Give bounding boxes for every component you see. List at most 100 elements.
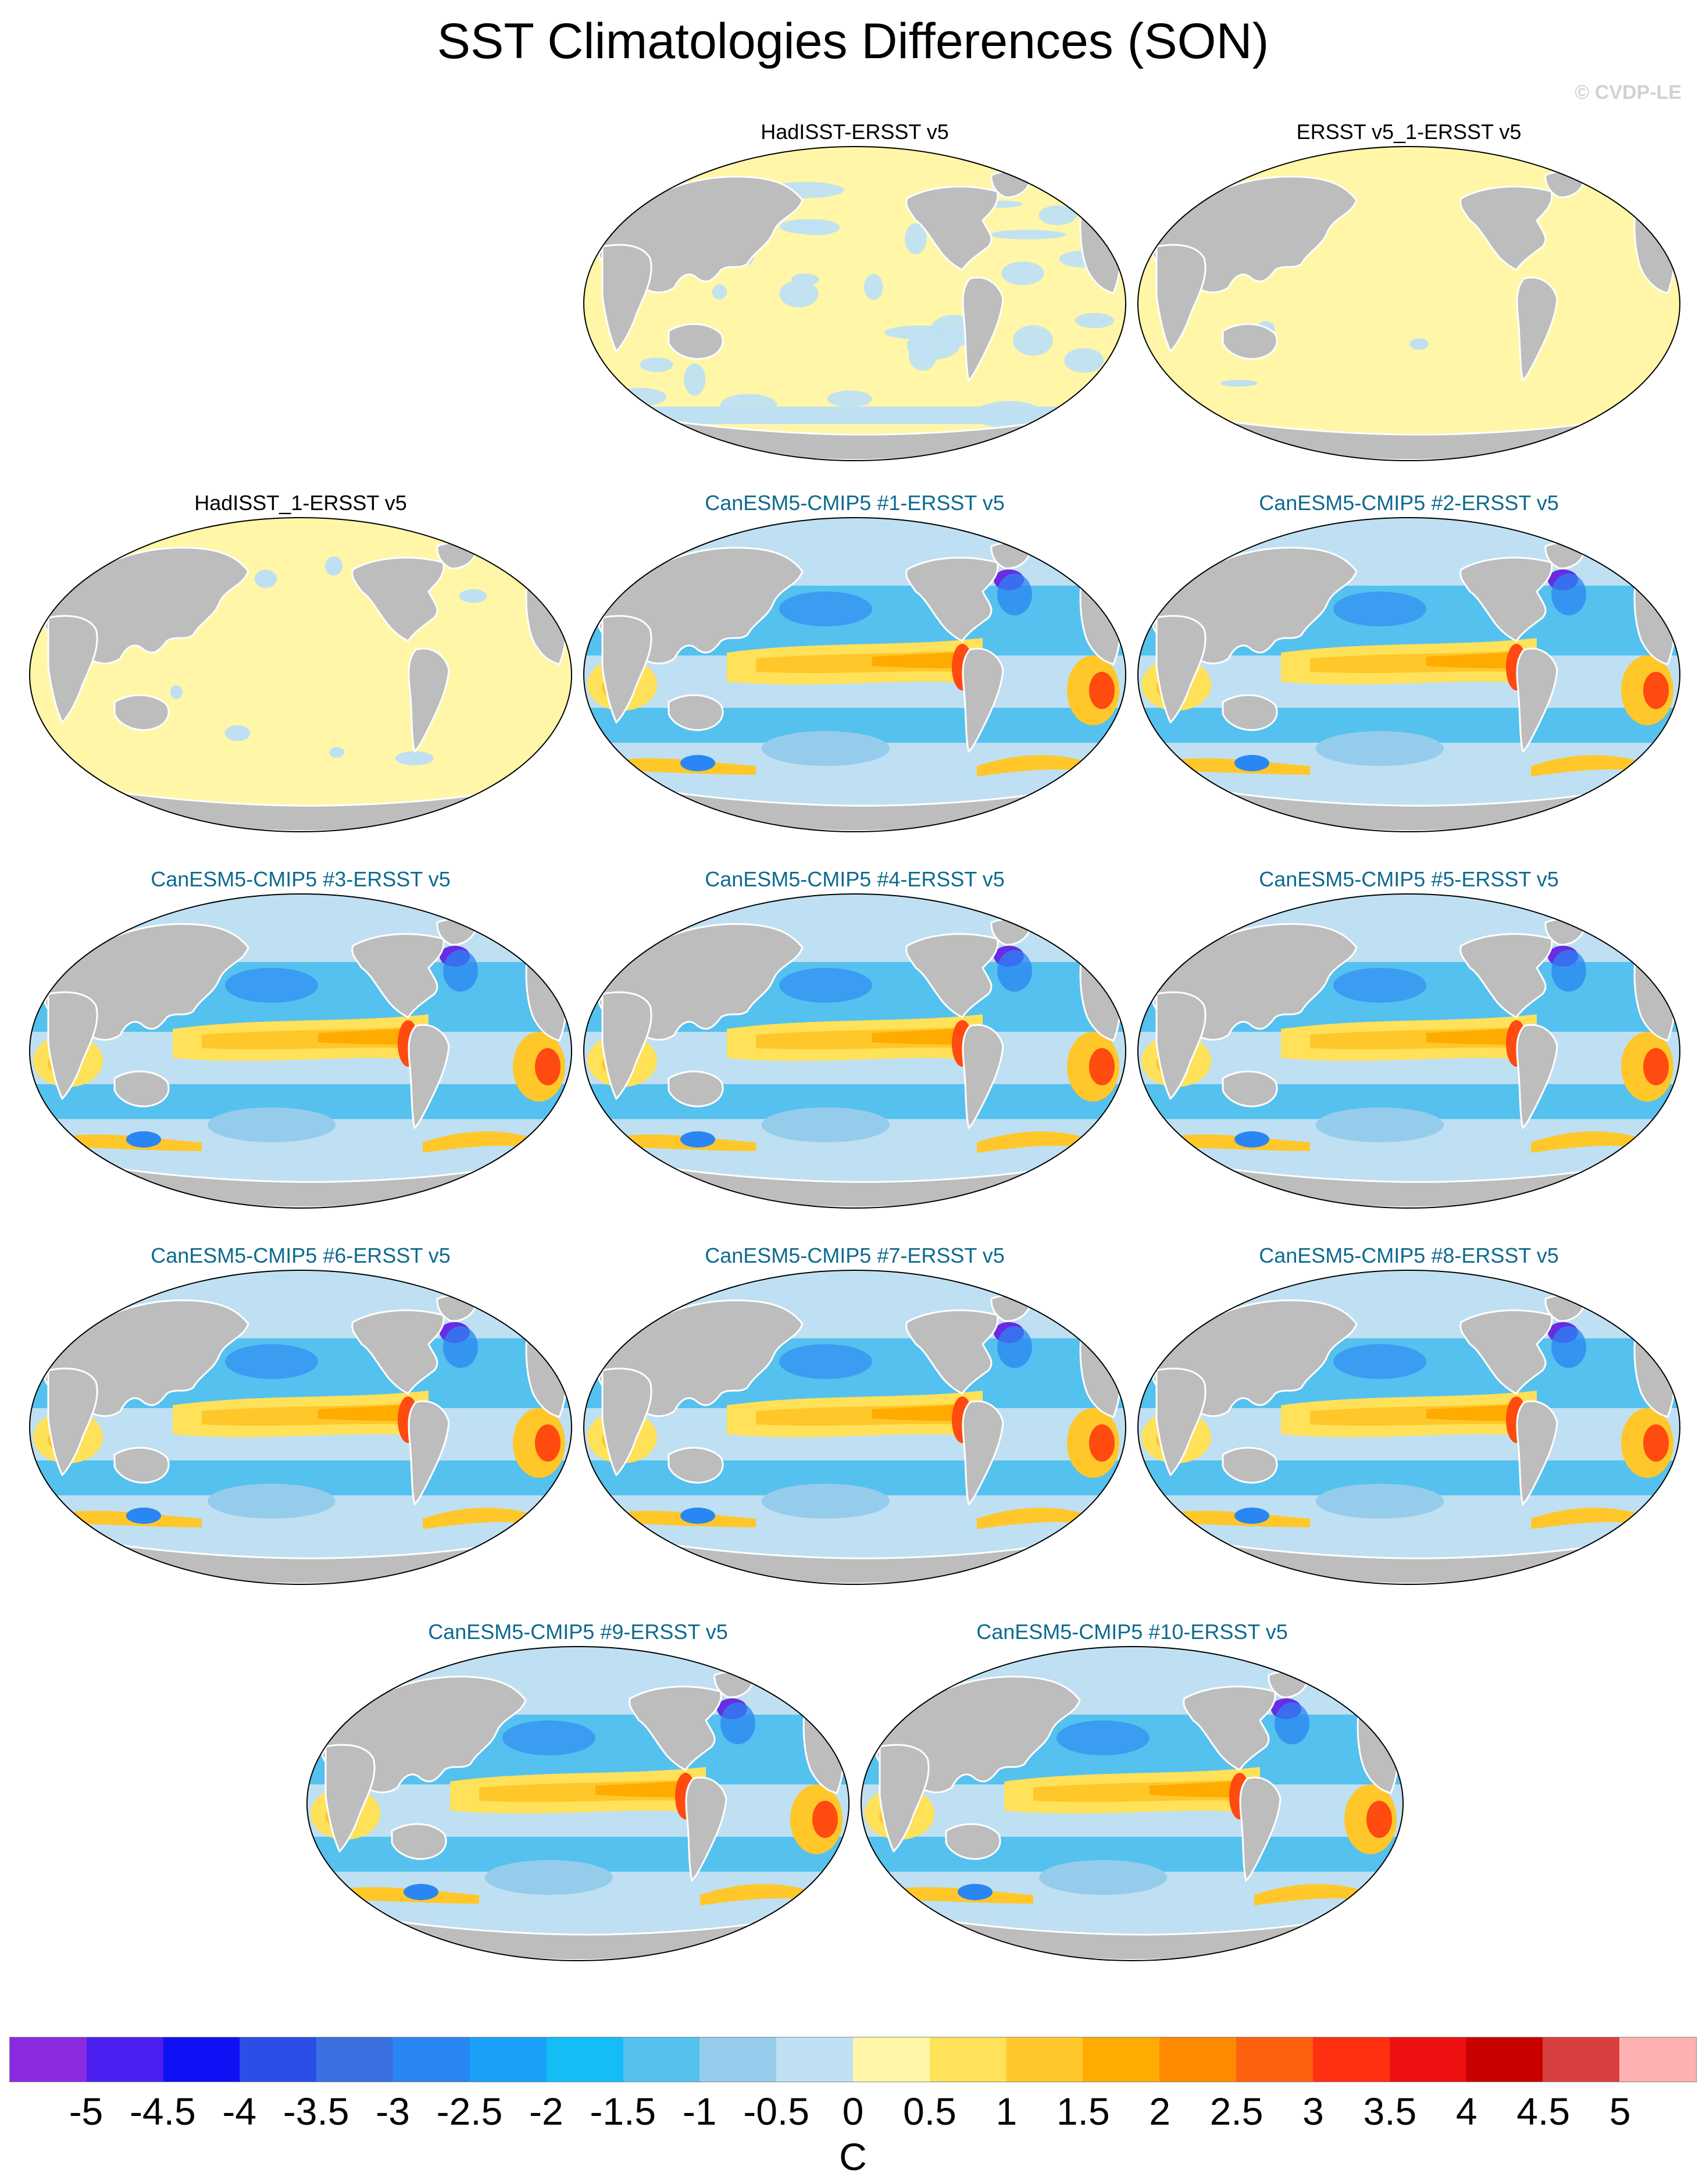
colorbar-tick-label: -2.5 <box>436 2090 503 2133</box>
colorbar-swatch <box>10 2037 87 2082</box>
map-panel: CanESM5-CMIP5 #3-ERSST v5 <box>27 867 574 1210</box>
colorbar-swatch <box>929 2037 1007 2082</box>
map-panel: CanESM5-CMIP5 #10-ERSST v5 <box>859 1619 1405 1962</box>
world-map <box>1137 893 1680 1209</box>
colorbar-tick-label: 5 <box>1609 2090 1631 2133</box>
world-map <box>583 517 1126 832</box>
panel-title: CanESM5-CMIP5 #8-ERSST v5 <box>1259 1244 1559 1267</box>
colorbar-tick-label: -4.5 <box>129 2090 196 2133</box>
world-map <box>306 1646 850 1961</box>
map-border <box>583 893 1126 1209</box>
panel-title: HadISST_1-ERSST v5 <box>194 491 407 515</box>
map-panel: CanESM5-CMIP5 #6-ERSST v5 <box>27 1243 574 1586</box>
map-panel: CanESM5-CMIP5 #9-ERSST v5 <box>305 1619 851 1962</box>
panel-title: CanESM5-CMIP5 #9-ERSST v5 <box>428 1620 728 1644</box>
colorbar-tick-label: 2.5 <box>1209 2090 1264 2133</box>
panel-title: HadISST-ERSST v5 <box>761 120 949 144</box>
credit-label: © CVDP-LE <box>1575 81 1682 104</box>
colorbar-swatch <box>852 2037 930 2082</box>
map-panel: ERSST v5_1-ERSST v5 <box>1136 119 1682 462</box>
colorbar-swatch <box>163 2037 240 2082</box>
world-map <box>583 1270 1126 1585</box>
colorbar-tick-label: 0.5 <box>903 2090 956 2133</box>
map-border <box>29 1270 572 1585</box>
map-border <box>29 893 572 1209</box>
figure-title: SST Climatologies Differences (SON) <box>437 13 1269 69</box>
colorbar-ticks: -5 -4.5 -4 -3.5 -3 -2.5 -2 -1.5 -1 -0.5 0 0.5 1 1.5 2 2… <box>9 2089 1697 2136</box>
map-panel: CanESM5-CMIP5 #4-ERSST v5 <box>581 867 1128 1210</box>
map-panel: CanESM5-CMIP5 #5-ERSST v5 <box>1136 867 1682 1210</box>
panel-title: CanESM5-CMIP5 #1-ERSST v5 <box>705 491 1005 515</box>
colorbar-tick-label: 0 <box>842 2090 864 2133</box>
colorbar-swatch <box>1389 2037 1466 2082</box>
map-border <box>29 517 572 832</box>
colorbar-tick-label: -1 <box>682 2090 717 2133</box>
panel-title: CanESM5-CMIP5 #6-ERSST v5 <box>151 1244 451 1267</box>
colorbar-tick-label: -2 <box>529 2090 563 2133</box>
world-map <box>583 893 1126 1209</box>
map-border <box>1137 1270 1680 1585</box>
colorbar-tick-label: -5 <box>69 2090 103 2133</box>
map-panel: HadISST_1-ERSST v5 <box>27 490 574 833</box>
colorbar-tick-label: 4 <box>1455 2090 1477 2133</box>
panel-title: CanESM5-CMIP5 #4-ERSST v5 <box>705 867 1005 891</box>
colorbar-tick-label: 4.5 <box>1516 2090 1571 2133</box>
colorbar-tick-label: -3.5 <box>283 2090 349 2133</box>
colorbar-swatch <box>1619 2037 1696 2082</box>
colorbar-swatch <box>546 2037 623 2082</box>
colorbar-swatch <box>1006 2037 1083 2082</box>
map-border <box>583 146 1126 461</box>
colorbar-swatch <box>776 2037 853 2082</box>
world-map <box>1137 1270 1680 1585</box>
colorbar <box>9 2037 1697 2082</box>
panel-title: CanESM5-CMIP5 #3-ERSST v5 <box>151 867 451 891</box>
map-border <box>861 1646 1404 1961</box>
colorbar-swatch <box>1159 2037 1236 2082</box>
colorbar-tick-label: 1 <box>995 2090 1018 2133</box>
map-panel: CanESM5-CMIP5 #8-ERSST v5 <box>1136 1243 1682 1586</box>
colorbar-swatch <box>1236 2037 1313 2082</box>
world-map <box>29 1270 572 1585</box>
panel-title: CanESM5-CMIP5 #7-ERSST v5 <box>705 1244 1005 1267</box>
colorbar-swatch <box>1543 2037 1620 2082</box>
map-panel: CanESM5-CMIP5 #7-ERSST v5 <box>581 1243 1128 1586</box>
map-border <box>1137 146 1680 461</box>
colorbar-tick-label: -1.5 <box>590 2090 656 2133</box>
colorbar-swatch <box>393 2037 470 2082</box>
panel-title: CanESM5-CMIP5 #2-ERSST v5 <box>1259 491 1559 515</box>
map-panel: CanESM5-CMIP5 #2-ERSST v5 <box>1136 490 1682 833</box>
colorbar-swatch <box>469 2037 547 2082</box>
colorbar-tick-label: -3 <box>376 2090 410 2133</box>
colorbar-swatch <box>1466 2037 1543 2082</box>
map-border <box>583 1270 1126 1585</box>
world-map <box>861 1646 1404 1961</box>
map-panel: HadISST-ERSST v5 <box>581 119 1128 462</box>
world-map <box>583 146 1126 461</box>
colorbar-tick-label: -0.5 <box>743 2090 809 2133</box>
world-map <box>1137 517 1680 832</box>
panel-title: CanESM5-CMIP5 #10-ERSST v5 <box>976 1620 1288 1644</box>
colorbar-swatch <box>699 2037 777 2082</box>
panel-title: ERSST v5_1-ERSST v5 <box>1296 120 1522 144</box>
colorbar-tick-label: 3.5 <box>1363 2090 1417 2133</box>
map-panel: CanESM5-CMIP5 #1-ERSST v5 <box>581 490 1128 833</box>
world-map <box>29 517 572 832</box>
colorbar-swatch <box>1312 2037 1390 2082</box>
colorbar-tick-label: 1.5 <box>1056 2090 1110 2133</box>
map-border <box>583 517 1126 832</box>
colorbar-tick-label: -4 <box>222 2090 257 2133</box>
colorbar-swatch <box>86 2037 163 2082</box>
land-mask <box>1152 170 1676 461</box>
panel-title: CanESM5-CMIP5 #5-ERSST v5 <box>1259 867 1559 891</box>
colorbar-swatch <box>316 2037 394 2082</box>
world-map <box>29 893 572 1209</box>
land-mask <box>1152 1294 1676 1584</box>
colorbar-tick-label: 3 <box>1302 2090 1324 2133</box>
map-border <box>306 1646 850 1961</box>
map-border <box>1137 893 1680 1209</box>
colorbar-swatch <box>1083 2037 1160 2082</box>
colorbar-tick-label: 2 <box>1149 2090 1170 2133</box>
map-border <box>1137 517 1680 832</box>
colorbar-swatch <box>623 2037 700 2082</box>
colorbar-swatch <box>240 2037 317 2082</box>
